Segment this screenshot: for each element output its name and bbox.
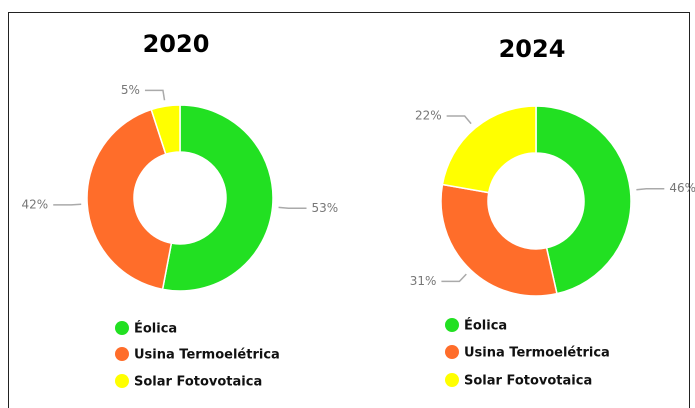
value-label: 22% — [415, 108, 442, 122]
frame — [8, 12, 690, 408]
chart-title: 2020 — [143, 30, 210, 58]
legend-swatch — [445, 345, 459, 359]
donut-slice — [440, 183, 558, 297]
leader-line — [144, 89, 166, 101]
legend-swatch — [445, 373, 459, 387]
value-label: 31% — [410, 274, 437, 288]
legend-label: Éolica — [134, 321, 177, 337]
legend-swatch — [115, 321, 129, 335]
legend-swatch — [445, 318, 459, 332]
leader-line — [636, 187, 665, 191]
leader-line — [278, 206, 307, 210]
chart-title: 2024 — [499, 35, 566, 63]
value-label: 46% — [669, 181, 695, 195]
value-label: 42% — [22, 197, 49, 211]
legend-label: Usina Termoelétrica — [464, 346, 610, 361]
legend-label: Solar Fotovotaica — [134, 375, 262, 390]
legend-label: Éolica — [464, 318, 507, 334]
leader-line — [441, 273, 467, 283]
donut-slice — [535, 105, 632, 295]
value-label: 5% — [121, 83, 140, 97]
legend-swatch — [115, 374, 129, 388]
leader-line — [53, 203, 82, 206]
legend-label: Solar Fotovotaica — [464, 374, 592, 389]
leader-line — [446, 115, 472, 125]
donut-slice — [441, 105, 537, 194]
value-label: 53% — [312, 201, 339, 215]
donut-slice — [86, 108, 173, 291]
donut-slice — [161, 104, 274, 292]
donut-slice — [150, 104, 181, 156]
legend-label: Usina Termoelétrica — [134, 348, 280, 363]
legend-swatch — [115, 347, 129, 361]
